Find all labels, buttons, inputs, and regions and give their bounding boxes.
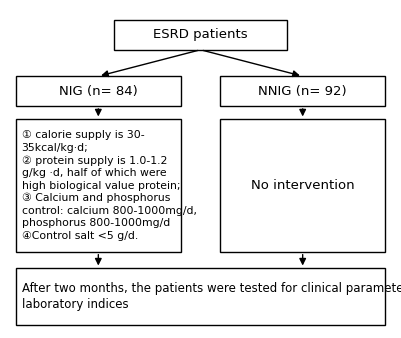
Text: NIG (n= 84): NIG (n= 84) <box>59 84 138 98</box>
Bar <box>220 76 385 106</box>
Bar <box>220 119 385 252</box>
Text: No intervention: No intervention <box>251 179 354 192</box>
Bar <box>16 119 181 252</box>
Bar <box>16 76 181 106</box>
Text: ESRD patients: ESRD patients <box>153 28 248 41</box>
Bar <box>16 268 385 325</box>
Text: After two months, the patients were tested for clinical parameters  and
laborato: After two months, the patients were test… <box>22 282 401 311</box>
Bar <box>114 20 287 50</box>
Text: NNIG (n= 92): NNIG (n= 92) <box>258 84 347 98</box>
Text: ① calorie supply is 30-
35kcal/kg·d;
② protein supply is 1.0-1.2
g/kg ·d, half o: ① calorie supply is 30- 35kcal/kg·d; ② p… <box>22 130 197 241</box>
